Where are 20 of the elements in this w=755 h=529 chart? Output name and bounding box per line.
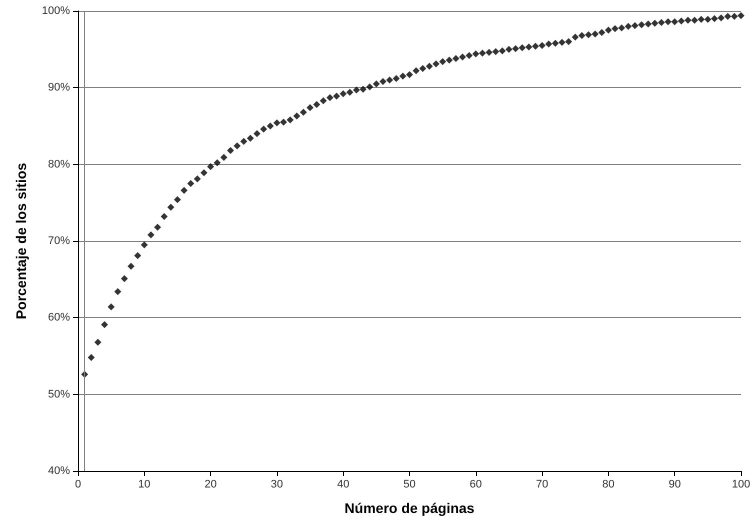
y-tick-label: 60% <box>48 312 70 324</box>
x-tick-label: 70 <box>536 478 548 490</box>
x-tick-label: 50 <box>403 478 416 490</box>
x-tick-label: 20 <box>204 478 217 490</box>
y-axis-title: Porcentaje de los sitios <box>13 162 29 320</box>
y-tick-label: 50% <box>48 388 70 400</box>
y-tick-label: 100% <box>42 5 70 17</box>
y-tick-label: 70% <box>48 235 70 247</box>
x-tick-label: 30 <box>270 478 284 490</box>
x-axis-title: Número de páginas <box>344 500 475 516</box>
x-tick-label: 10 <box>138 478 150 490</box>
x-tick-label: 80 <box>602 478 615 490</box>
x-tick-label: 60 <box>470 478 482 490</box>
x-tick-label: 0 <box>74 478 82 490</box>
x-tick-label: 100 <box>732 478 750 490</box>
y-tick-label: 80% <box>48 158 70 170</box>
x-tick-label: 90 <box>668 478 681 490</box>
x-tick-label: 40 <box>337 478 350 490</box>
y-tick-label: 40% <box>48 465 70 477</box>
y-tick-label: 90% <box>48 82 70 94</box>
